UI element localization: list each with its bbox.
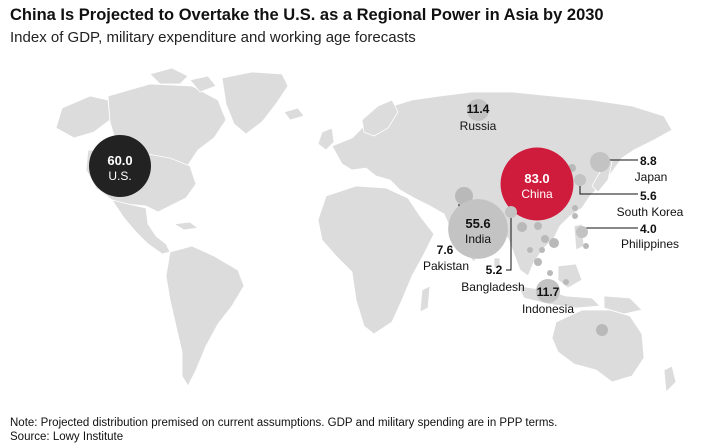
- country-label-bangladesh: Bangladesh: [461, 280, 524, 294]
- chart-subtitle: Index of GDP, military expenditure and w…: [10, 29, 416, 46]
- chart-source: Source: Lowy Institute: [10, 431, 124, 443]
- value-label-pakistan: 7.6: [437, 243, 454, 257]
- minor-bubble: [534, 222, 542, 230]
- country-label-indonesia: Indonesia: [522, 302, 574, 316]
- minor-bubble: [547, 270, 553, 276]
- minor-bubble: [596, 324, 608, 336]
- chart-note: Note: Projected distribution premised on…: [10, 417, 558, 429]
- leader-line-bangladesh: [506, 216, 512, 271]
- minor-bubble: [572, 213, 578, 219]
- minor-bubble: [583, 243, 589, 249]
- bubble-russia: [467, 99, 489, 121]
- value-label-philippines: 4.0: [640, 222, 657, 236]
- minor-bubble: [539, 247, 545, 253]
- bubble-india: [448, 199, 508, 259]
- bubble-indonesia: [536, 279, 560, 303]
- minor-bubble: [534, 258, 542, 266]
- minor-bubble: [541, 235, 549, 243]
- country-label-south-korea: South Korea: [617, 205, 684, 219]
- country-label-u-s: U.S.: [108, 169, 131, 183]
- bubble-japan: [590, 152, 610, 172]
- minor-bubble: [563, 279, 569, 285]
- bubble-south-korea: [574, 174, 586, 186]
- value-label-u-s: 60.0: [107, 153, 132, 168]
- value-label-china: 83.0: [524, 171, 549, 186]
- country-label-russia: Russia: [460, 119, 497, 133]
- leader-line-south-korea: [579, 184, 638, 195]
- chart-title: China Is Projected to Overtake the U.S. …: [10, 6, 604, 24]
- bubble-china: [500, 147, 574, 221]
- minor-bubble: [455, 187, 473, 205]
- value-label-south-korea: 5.6: [640, 189, 657, 203]
- country-label-india: India: [465, 232, 491, 246]
- country-label-japan: Japan: [635, 170, 668, 184]
- value-label-indonesia: 11.7: [537, 285, 560, 299]
- value-label-bangladesh: 5.2: [486, 263, 503, 277]
- bubble-philippines: [576, 226, 588, 238]
- minor-bubble: [572, 205, 578, 211]
- minor-bubble: [549, 238, 559, 248]
- country-label-china: China: [521, 187, 553, 201]
- value-label-india: 55.6: [465, 216, 490, 231]
- value-label-japan: 8.8: [640, 154, 657, 168]
- minor-bubble: [517, 222, 527, 232]
- country-label-pakistan: Pakistan: [423, 259, 469, 273]
- bubble-bangladesh: [505, 206, 517, 218]
- country-label-philippines: Philippines: [621, 237, 679, 251]
- minor-bubble: [527, 247, 533, 253]
- value-label-russia: 11.4: [467, 102, 490, 116]
- bubble-u-s: [89, 135, 151, 197]
